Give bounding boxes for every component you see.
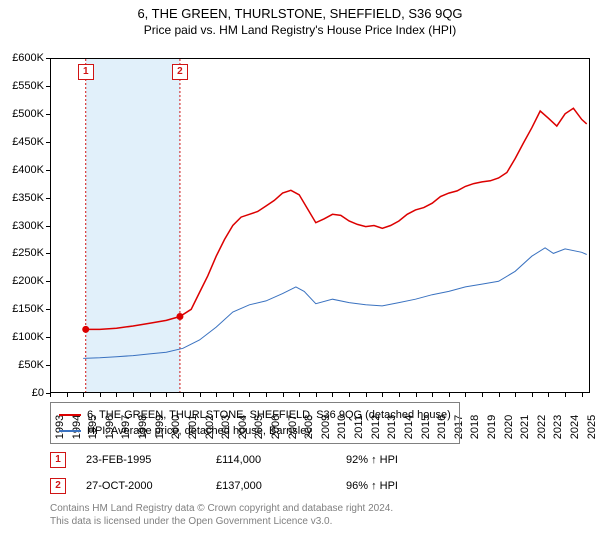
y-tick <box>46 281 50 282</box>
y-axis-label: £350K <box>0 192 44 204</box>
x-tick <box>416 393 417 397</box>
sales-table: 1 23-FEB-1995£114,00092% ↑ HPI 2 27-OCT-200… <box>50 450 476 502</box>
x-tick <box>499 393 500 397</box>
x-tick <box>283 393 284 397</box>
legend-label: HPI: Average price, detached house, Barn… <box>87 425 312 437</box>
y-axis-label: £0 <box>0 387 44 399</box>
x-axis-label: 2018 <box>469 415 481 439</box>
x-tick <box>382 393 383 397</box>
x-tick <box>166 393 167 397</box>
sales-row: 2 27-OCT-2000£137,00096% ↑ HPI <box>50 476 476 496</box>
credits: Contains HM Land Registry data © Crown c… <box>50 502 393 528</box>
sales-row-marker: 2 <box>50 478 66 494</box>
x-axis-label: 2022 <box>536 415 548 439</box>
y-axis-label: £150K <box>0 303 44 315</box>
x-tick <box>249 393 250 397</box>
y-axis-label: £550K <box>0 80 44 92</box>
sales-row-date: 23-FEB-1995 <box>86 454 216 466</box>
y-tick <box>46 58 50 59</box>
sales-row-marker: 1 <box>50 452 66 468</box>
y-axis-label: £50K <box>0 359 44 371</box>
x-tick <box>548 393 549 397</box>
y-axis-label: £400K <box>0 164 44 176</box>
y-axis-label: £600K <box>0 52 44 64</box>
legend-label: 6, THE GREEN, THURLSTONE, SHEFFIELD, S36… <box>87 409 451 421</box>
x-tick <box>299 393 300 397</box>
x-tick <box>366 393 367 397</box>
sale-marker-1: 1 <box>78 64 94 80</box>
x-tick <box>116 393 117 397</box>
x-tick <box>316 393 317 397</box>
series-subject <box>86 108 587 329</box>
x-tick <box>515 393 516 397</box>
y-axis-label: £300K <box>0 220 44 232</box>
y-tick <box>46 170 50 171</box>
credits-line: This data is licensed under the Open Gov… <box>50 515 393 528</box>
y-tick <box>46 142 50 143</box>
sales-row-price: £137,000 <box>216 480 346 492</box>
credits-line: Contains HM Land Registry data © Crown c… <box>50 502 393 515</box>
sales-row: 1 23-FEB-1995£114,00092% ↑ HPI <box>50 450 476 470</box>
legend: 6, THE GREEN, THURLSTONE, SHEFFIELD, S36… <box>50 402 460 444</box>
legend-item: 6, THE GREEN, THURLSTONE, SHEFFIELD, S36… <box>59 407 451 423</box>
y-tick <box>46 309 50 310</box>
x-tick <box>266 393 267 397</box>
x-tick <box>449 393 450 397</box>
sales-row-date: 27-OCT-2000 <box>86 480 216 492</box>
x-tick <box>216 393 217 397</box>
y-axis-label: £200K <box>0 275 44 287</box>
x-tick <box>83 393 84 397</box>
x-tick <box>133 393 134 397</box>
x-tick <box>183 393 184 397</box>
series-hpi <box>83 248 587 359</box>
x-axis-label: 2023 <box>552 415 564 439</box>
y-tick <box>46 365 50 366</box>
legend-item: HPI: Average price, detached house, Barn… <box>59 423 451 439</box>
y-tick <box>46 114 50 115</box>
x-tick <box>67 393 68 397</box>
y-axis-label: £250K <box>0 247 44 259</box>
y-axis-label: £500K <box>0 108 44 120</box>
x-tick <box>150 393 151 397</box>
x-axis-label: 2020 <box>503 415 515 439</box>
sales-row-pct: 96% ↑ HPI <box>346 480 476 492</box>
x-tick <box>233 393 234 397</box>
y-tick <box>46 226 50 227</box>
y-tick <box>46 253 50 254</box>
y-tick <box>46 198 50 199</box>
x-tick <box>50 393 51 397</box>
x-tick <box>399 393 400 397</box>
x-axis-label: 2021 <box>519 415 531 439</box>
sales-row-pct: 92% ↑ HPI <box>346 454 476 466</box>
legend-swatch <box>59 430 81 432</box>
x-tick <box>532 393 533 397</box>
x-tick <box>349 393 350 397</box>
sales-row-price: £114,000 <box>216 454 346 466</box>
y-axis-label: £450K <box>0 136 44 148</box>
x-tick <box>432 393 433 397</box>
x-axis-label: 2019 <box>486 415 498 439</box>
x-tick <box>100 393 101 397</box>
y-axis-label: £100K <box>0 331 44 343</box>
y-tick <box>46 337 50 338</box>
x-tick <box>332 393 333 397</box>
x-axis-label: 2024 <box>569 415 581 439</box>
x-tick <box>565 393 566 397</box>
y-tick <box>46 86 50 87</box>
sale-marker-2: 2 <box>172 64 188 80</box>
legend-swatch <box>59 414 81 416</box>
x-tick <box>482 393 483 397</box>
x-tick <box>582 393 583 397</box>
x-tick <box>465 393 466 397</box>
x-axis-label: 2025 <box>586 415 598 439</box>
x-tick <box>200 393 201 397</box>
